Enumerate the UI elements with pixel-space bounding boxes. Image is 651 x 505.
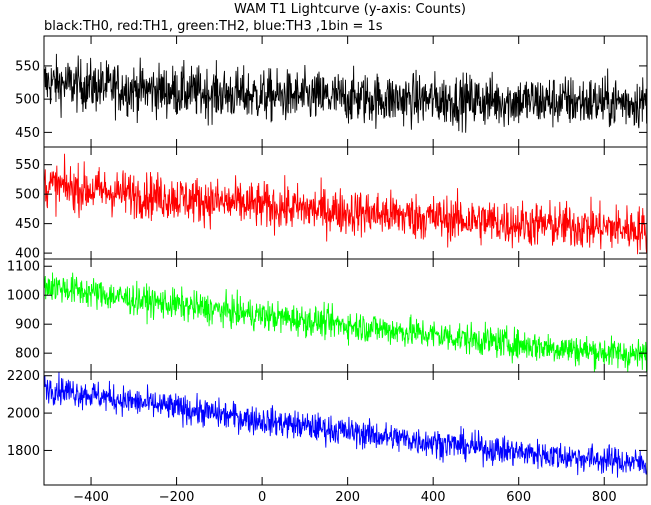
series-line-th1: [44, 153, 647, 255]
chart-subtitle: black:TH0, red:TH1, green:TH2, blue:TH3 …: [44, 19, 383, 34]
x-tick-label: 0: [258, 490, 266, 505]
y-tick-label: 450: [15, 217, 40, 232]
y-tick-label: 1100: [7, 260, 40, 275]
y-tick-label: 550: [15, 59, 40, 74]
y-tick-label: 1000: [7, 289, 40, 304]
y-tick-label: 1800: [7, 444, 40, 459]
y-tick-label: 500: [15, 188, 40, 203]
y-tick-label: 800: [15, 347, 40, 362]
panels-group: 450 500 550 400 450 500 550 800 900 1000 1100 1800 2…: [7, 35, 648, 486]
y-tick-label: 2000: [7, 407, 40, 422]
series-line-th0: [44, 53, 647, 133]
chart-title: WAM T1 Lightcurve (y-axis: Counts): [234, 2, 466, 17]
y-tick-label: 900: [15, 318, 40, 333]
x-tick-label: 800: [592, 490, 617, 505]
y-tick-label: 2200: [7, 369, 40, 384]
x-axis: −400 −200 0 200 400 600 800: [73, 490, 616, 505]
panel-th3: 1800 2000 2200: [7, 369, 648, 486]
x-tick-label: −400: [73, 490, 109, 505]
y-tick-label: 550: [15, 158, 40, 173]
series-line-th2: [44, 272, 647, 372]
x-tick-label: 200: [335, 490, 360, 505]
panel-frame: [43, 371, 648, 486]
x-tick-label: 600: [506, 490, 531, 505]
y-tick-label: 400: [15, 247, 40, 262]
panel-th2: 800 900 1000 1100: [7, 258, 648, 373]
panel-frame: [43, 258, 648, 373]
panel-th0: 450 500 550: [15, 35, 648, 148]
panel-th1: 400 450 500 550: [15, 146, 648, 262]
x-tick-label: 400: [421, 490, 446, 505]
y-tick-label: 500: [15, 93, 40, 108]
y-tick-label: 450: [15, 126, 40, 141]
series-line-th3: [44, 372, 647, 478]
x-tick-label: −200: [159, 490, 195, 505]
